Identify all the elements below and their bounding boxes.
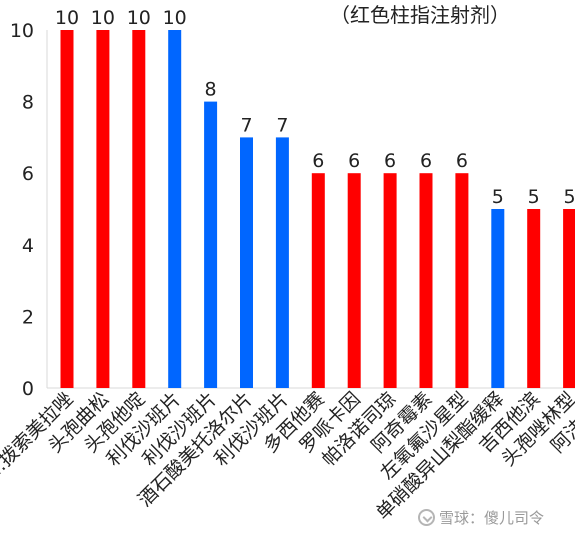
bar (383, 173, 397, 388)
watermark: 雪球：傻儿司令 (418, 504, 568, 530)
data-label: 6 (456, 150, 468, 172)
data-label: 7 (240, 114, 252, 136)
bar (419, 173, 433, 388)
watermark-text: 雪球：傻儿司令 (439, 508, 545, 527)
data-label: 7 (276, 114, 288, 136)
bar (204, 101, 218, 388)
data-label: 10 (55, 7, 79, 29)
bar (275, 137, 289, 388)
data-label: 5 (528, 186, 540, 208)
data-label: 5 (492, 186, 504, 208)
y-tick-label: 4 (22, 235, 34, 257)
bar (563, 209, 575, 388)
data-label: 5 (564, 186, 575, 208)
y-tick-label: 2 (22, 306, 34, 328)
bar (311, 173, 325, 388)
data-label: 10 (91, 7, 115, 29)
data-label: 10 (127, 7, 151, 29)
data-label: 8 (205, 79, 217, 101)
bar (527, 209, 541, 388)
bar (96, 30, 110, 388)
data-label: 6 (384, 150, 396, 172)
bar (240, 137, 253, 388)
data-label: 10 (163, 7, 187, 29)
data-label: 6 (420, 150, 432, 172)
snowball-icon (418, 508, 435, 526)
bar (347, 173, 361, 388)
y-axis-ticks: 0 2 4 6 8 10 (10, 20, 34, 400)
bar (132, 30, 146, 388)
bar (455, 173, 469, 388)
y-tick-label: 10 (10, 20, 34, 42)
bars (60, 30, 575, 388)
bar (491, 209, 505, 388)
data-labels: 10101010877666665555 (55, 7, 575, 208)
data-label: 6 (312, 150, 324, 172)
chart-note: （红色柱指注射剂） (330, 3, 510, 27)
y-tick-label: 8 (22, 92, 34, 114)
y-tick-label: 0 (22, 378, 34, 400)
y-tick-label: 6 (22, 163, 34, 185)
data-label: 6 (348, 150, 360, 172)
bar (60, 30, 74, 388)
bar (168, 30, 182, 388)
